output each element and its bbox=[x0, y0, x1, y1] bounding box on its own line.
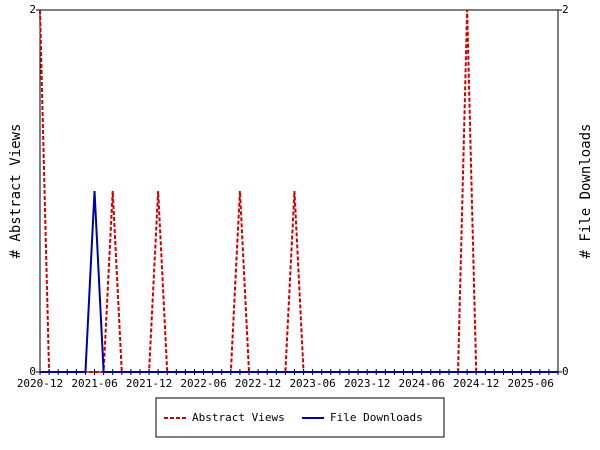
x-tick-label: 2023-12 bbox=[344, 377, 390, 390]
y2-axis-label: # File Downloads bbox=[578, 124, 594, 259]
y2-tick-label: 2 bbox=[562, 3, 569, 16]
legend-label: Abstract Views bbox=[192, 411, 285, 424]
y-axis-label: # Abstract Views bbox=[8, 124, 24, 259]
y2-tick-label: 0 bbox=[562, 365, 569, 378]
x-tick-label: 2021-06 bbox=[71, 377, 117, 390]
x-tick-label: 2022-12 bbox=[235, 377, 281, 390]
x-tick-label: 2022-06 bbox=[180, 377, 226, 390]
series-line bbox=[39, 9, 558, 373]
series-line bbox=[40, 190, 558, 373]
plot-frame bbox=[39, 9, 559, 373]
x-tick-label: 2020-12 bbox=[17, 377, 63, 390]
x-tick-label: 2025-06 bbox=[508, 377, 554, 390]
x-tick-label: 2023-06 bbox=[289, 377, 335, 390]
y-tick-label: 0 bbox=[29, 365, 36, 378]
legend-label: File Downloads bbox=[330, 411, 423, 424]
x-tick-label: 2024-06 bbox=[399, 377, 445, 390]
x-tick-label: 2021-12 bbox=[126, 377, 172, 390]
legend bbox=[155, 397, 445, 438]
y-tick-label: 2 bbox=[29, 3, 36, 16]
x-tick-label: 2024-12 bbox=[453, 377, 499, 390]
